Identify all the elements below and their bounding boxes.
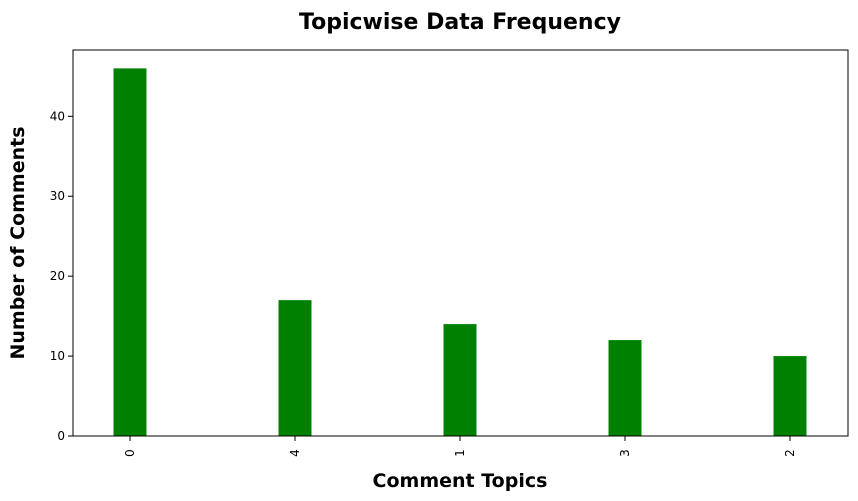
bar-0 bbox=[113, 68, 147, 436]
bar-2 bbox=[773, 356, 807, 436]
y-axis-label: Number of Comments bbox=[7, 126, 29, 359]
x-tick-label: 3 bbox=[618, 449, 632, 457]
bars-group bbox=[113, 68, 807, 436]
y-tick-label: 40 bbox=[50, 109, 65, 123]
x-tick-label: 2 bbox=[783, 449, 797, 457]
y-tick-label: 30 bbox=[50, 189, 65, 203]
y-axis: 0 10 20 30 40 bbox=[50, 109, 73, 443]
x-tick-label: 1 bbox=[453, 449, 467, 457]
chart-title: Topicwise Data Frequency bbox=[299, 10, 621, 35]
plot-frame bbox=[72, 49, 849, 437]
bar-1 bbox=[443, 324, 477, 436]
x-tick-label: 4 bbox=[288, 449, 302, 457]
y-tick-label: 10 bbox=[50, 349, 65, 363]
x-axis: 0 4 1 3 2 bbox=[123, 436, 797, 457]
x-axis-label: Comment Topics bbox=[373, 470, 548, 492]
y-tick-label: 0 bbox=[57, 429, 65, 443]
x-tick-label: 0 bbox=[123, 449, 137, 457]
y-tick-label: 20 bbox=[50, 269, 65, 283]
bar-4 bbox=[278, 300, 312, 436]
bar-3 bbox=[608, 340, 642, 436]
plot-area: 0 10 20 30 40 0 4 1 3 2 bbox=[50, 49, 849, 457]
